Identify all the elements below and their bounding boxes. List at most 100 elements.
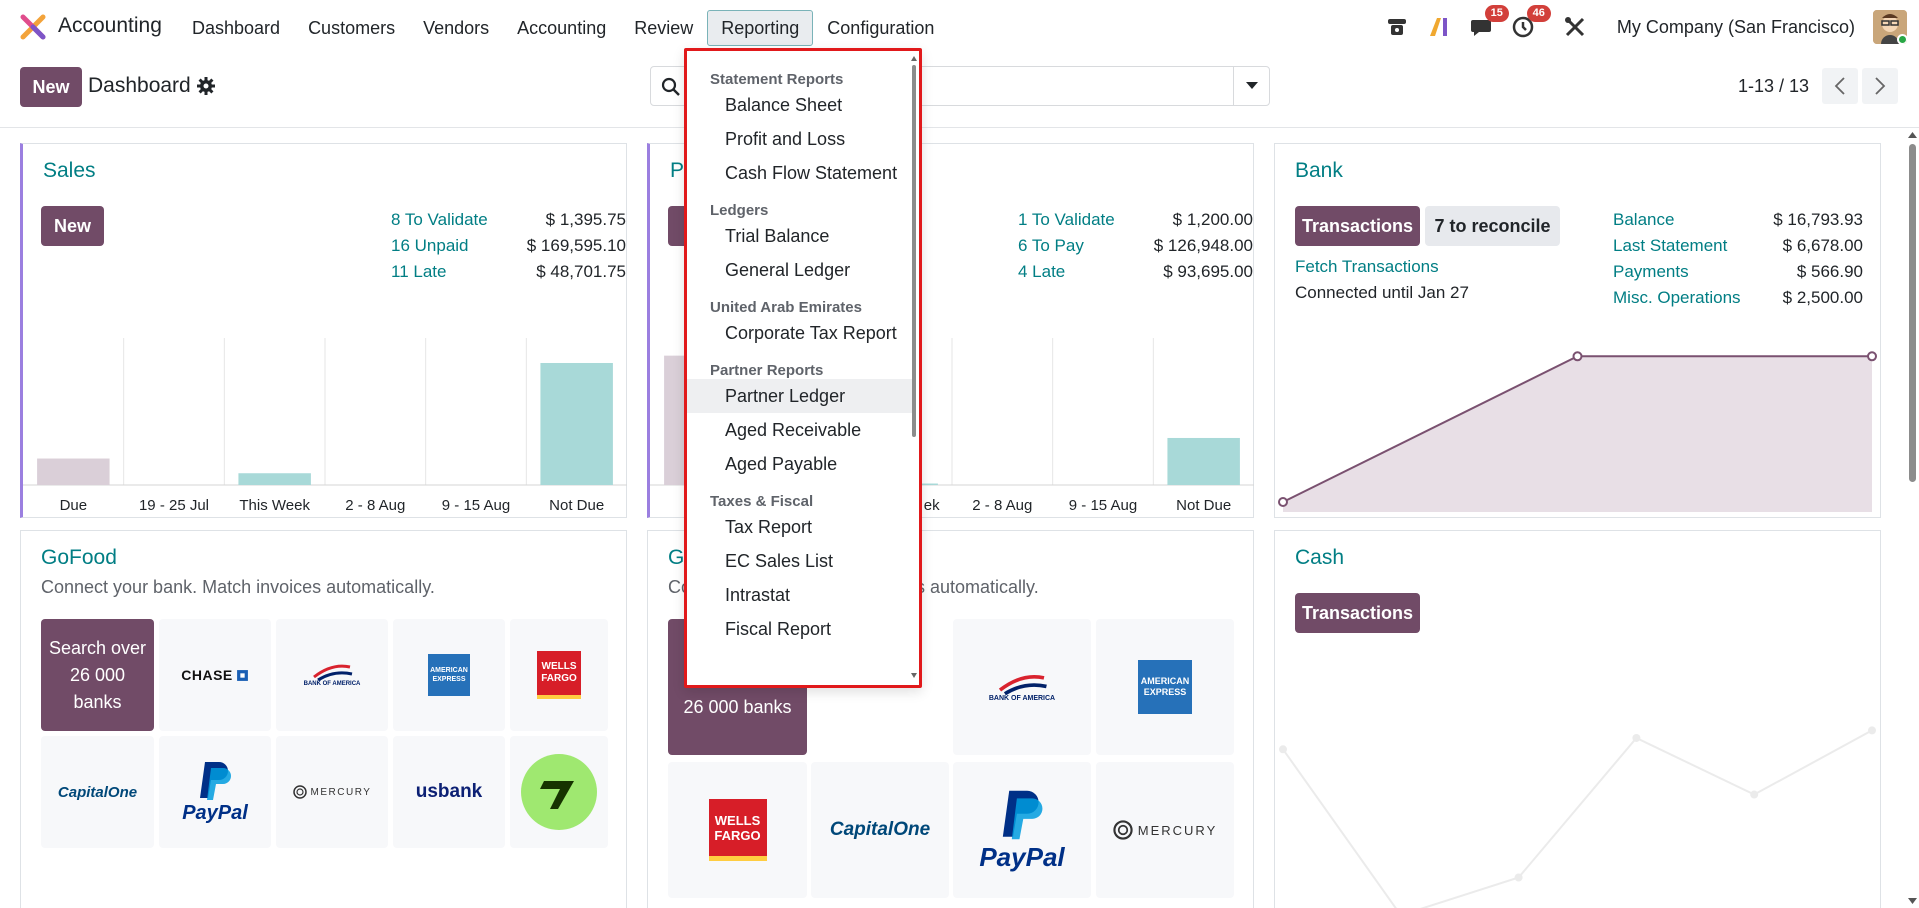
chase-logo: CHASE xyxy=(181,667,233,683)
bank-balance-label[interactable]: Balance xyxy=(1613,210,1675,229)
bank-misc-label[interactable]: Misc. Operations xyxy=(1613,288,1741,307)
second-journal-title[interactable]: G xyxy=(668,546,685,569)
dd-item-general-ledger[interactable]: General Ledger xyxy=(725,260,851,280)
bank-reconcile-button[interactable]: 7 to reconcile xyxy=(1425,206,1560,246)
page-scrollbar[interactable] xyxy=(1906,128,1919,908)
dd-item-balance-sheet[interactable]: Balance Sheet xyxy=(725,95,843,115)
paypal-p-icon xyxy=(200,761,231,800)
search-input[interactable] xyxy=(650,66,1270,106)
dd-item-tax-report[interactable]: Tax Report xyxy=(725,517,813,537)
ai-icon[interactable] xyxy=(1425,13,1453,41)
bank-journal-card: Bank Transactions 7 to reconcile Fetch T… xyxy=(1274,143,1881,518)
bank-last-statement-label[interactable]: Last Statement xyxy=(1613,236,1728,255)
user-avatar[interactable] xyxy=(1873,10,1907,44)
gofood-subtitle: Connect your bank. Match invoices automa… xyxy=(41,577,435,597)
bank-journal-title[interactable]: Bank xyxy=(1295,159,1343,182)
second-bank-tile-capital-one[interactable]: CapitalOne xyxy=(811,762,949,898)
bank-balance-chart xyxy=(1278,351,1877,512)
tools-icon[interactable] xyxy=(1561,13,1589,41)
bank-tile-wells-fargo[interactable]: WELLS FARGO xyxy=(510,619,608,731)
purchase-to-pay-value: $ 126,948.00 xyxy=(1153,236,1253,255)
menu-reporting[interactable]: Reporting xyxy=(707,10,814,46)
bank-tile-paypal[interactable]: PayPal xyxy=(159,736,271,848)
second-bank-tile-amex[interactable]: AMERICAN EXPRESS xyxy=(1096,619,1234,755)
amex-logo: AMERICAN EXPRESS xyxy=(1138,660,1192,714)
bank-tile-bank-of-america[interactable]: BANK OF AMERICA xyxy=(276,619,388,731)
dd-item-aged-receivable[interactable]: Aged Receivable xyxy=(725,420,862,440)
menu-customers[interactable]: Customers xyxy=(308,18,396,38)
sales-stat-unpaid: 16 Unpaid $ 169,595.10 xyxy=(391,236,626,256)
second-bank-tile-wells-fargo[interactable]: WELLS FARGO xyxy=(668,762,807,898)
online-status-dot xyxy=(1897,34,1907,44)
phone-icon[interactable] xyxy=(1383,13,1411,41)
accounting-app-icon[interactable] xyxy=(20,14,46,40)
menu-vendors[interactable]: Vendors xyxy=(423,18,490,38)
activities-icon[interactable]: 46 xyxy=(1509,5,1551,41)
bank-tile-us-bank[interactable]: usbank xyxy=(393,736,505,848)
capital-one-logo: CapitalOne xyxy=(829,819,931,840)
bank-tile-mercury[interactable]: MERCURY xyxy=(276,736,388,848)
second-bank-tile-paypal[interactable]: PayPal xyxy=(953,762,1091,898)
company-switcher[interactable]: My Company (San Francisco) xyxy=(1616,16,1855,37)
dd-item-intrastat[interactable]: Intrastat xyxy=(725,585,791,605)
menu-review[interactable]: Review xyxy=(634,18,694,38)
bank-tile-chase[interactable]: CHASE xyxy=(159,619,271,731)
gear-icon[interactable] xyxy=(196,76,216,96)
pager-previous-button[interactable] xyxy=(1822,68,1858,104)
bank-tile-amex[interactable]: AMERICAN EXPRESS xyxy=(393,619,505,731)
menu-accounting[interactable]: Accounting xyxy=(517,18,607,38)
cash-transactions-button[interactable]: Transactions xyxy=(1295,593,1420,633)
purchase-journal-title[interactable]: P xyxy=(670,159,685,182)
messages-icon[interactable]: 15 xyxy=(1467,5,1509,41)
dd-item-aged-payable[interactable]: Aged Payable xyxy=(725,454,838,474)
dd-item-corporate-tax-report[interactable]: Corporate Tax Report xyxy=(725,323,897,343)
dd-item-ec-sales-list[interactable]: EC Sales List xyxy=(725,551,834,571)
x-tick-label: Due xyxy=(60,497,88,514)
purchase-to-validate-link[interactable]: 1 To Validate xyxy=(1018,210,1115,229)
dd-item-profit-and-loss[interactable]: Profit and Loss xyxy=(725,129,846,149)
bank-tile-capital-one[interactable]: CapitalOne xyxy=(41,736,154,848)
gofood-journal-title[interactable]: GoFood xyxy=(41,546,117,569)
cash-point xyxy=(1632,733,1641,742)
sales-unpaid-link[interactable]: 16 Unpaid xyxy=(391,236,469,255)
sales-new-button[interactable]: New xyxy=(41,206,104,246)
dropdown-scrollbar[interactable] xyxy=(910,51,918,685)
second-bank-tile-bank-of-america[interactable]: BANK OF AMERICA xyxy=(953,619,1091,755)
search-banks-tile[interactable]: Search over 26 000 banks xyxy=(41,619,154,731)
cash-point xyxy=(1868,726,1876,735)
dd-item-partner-ledger[interactable]: Partner Ledger xyxy=(687,379,915,413)
amex-line1: AMERICAN xyxy=(430,667,468,674)
cash-journal-title[interactable]: Cash xyxy=(1295,546,1345,569)
bank-stat-balance: Balance $ 16,793.93 xyxy=(1613,210,1863,230)
bank-payments-label[interactable]: Payments xyxy=(1613,262,1689,281)
bank-tile-wise[interactable] xyxy=(510,736,608,848)
sales-journal-title[interactable]: Sales xyxy=(43,159,96,182)
sales-to-validate-link[interactable]: 8 To Validate xyxy=(391,210,488,229)
dd-item-cash-flow-statement[interactable]: Cash Flow Statement xyxy=(725,163,898,183)
amex-line2: EXPRESS xyxy=(432,676,466,683)
us-bank-logo: usbank xyxy=(415,781,483,802)
menu-configuration[interactable]: Configuration xyxy=(827,18,935,38)
second-journal-subtitle-end: es automatically. xyxy=(906,577,1039,597)
new-button[interactable]: New xyxy=(20,67,82,107)
pager-next-button[interactable] xyxy=(1862,68,1898,104)
bank-misc-value: $ 2,500.00 xyxy=(1782,288,1863,307)
purchase-to-pay-link[interactable]: 6 To Pay xyxy=(1018,236,1084,255)
dd-item-fiscal-report[interactable]: Fiscal Report xyxy=(725,619,832,639)
app-name[interactable]: Accounting xyxy=(58,14,162,37)
bank-point xyxy=(1278,497,1288,507)
menu-dashboard[interactable]: Dashboard xyxy=(192,18,281,38)
search-options-toggle[interactable] xyxy=(1233,67,1269,105)
x-tick-label: 2 - 8 Aug xyxy=(345,497,405,514)
paypal-label: PayPal xyxy=(182,801,248,824)
sales-late-link[interactable]: 11 Late xyxy=(391,262,447,281)
second-bank-tile-mercury[interactable]: MERCURY xyxy=(1096,762,1234,898)
bank-stat-payments: Payments $ 566.90 xyxy=(1613,262,1863,282)
dd-item-trial-balance[interactable]: Trial Balance xyxy=(725,226,830,246)
top-navbar: Accounting Dashboard Customers Vendors A… xyxy=(0,0,1919,54)
systray: 15 46 My Company (San Francisco) xyxy=(1383,0,1919,54)
pager-value[interactable]: 1-13 / 13 xyxy=(1738,76,1810,96)
bank-transactions-button[interactable]: Transactions xyxy=(1295,206,1420,246)
fetch-transactions-link[interactable]: Fetch Transactions xyxy=(1295,257,1439,276)
purchase-late-link[interactable]: 4 Late xyxy=(1018,262,1066,281)
